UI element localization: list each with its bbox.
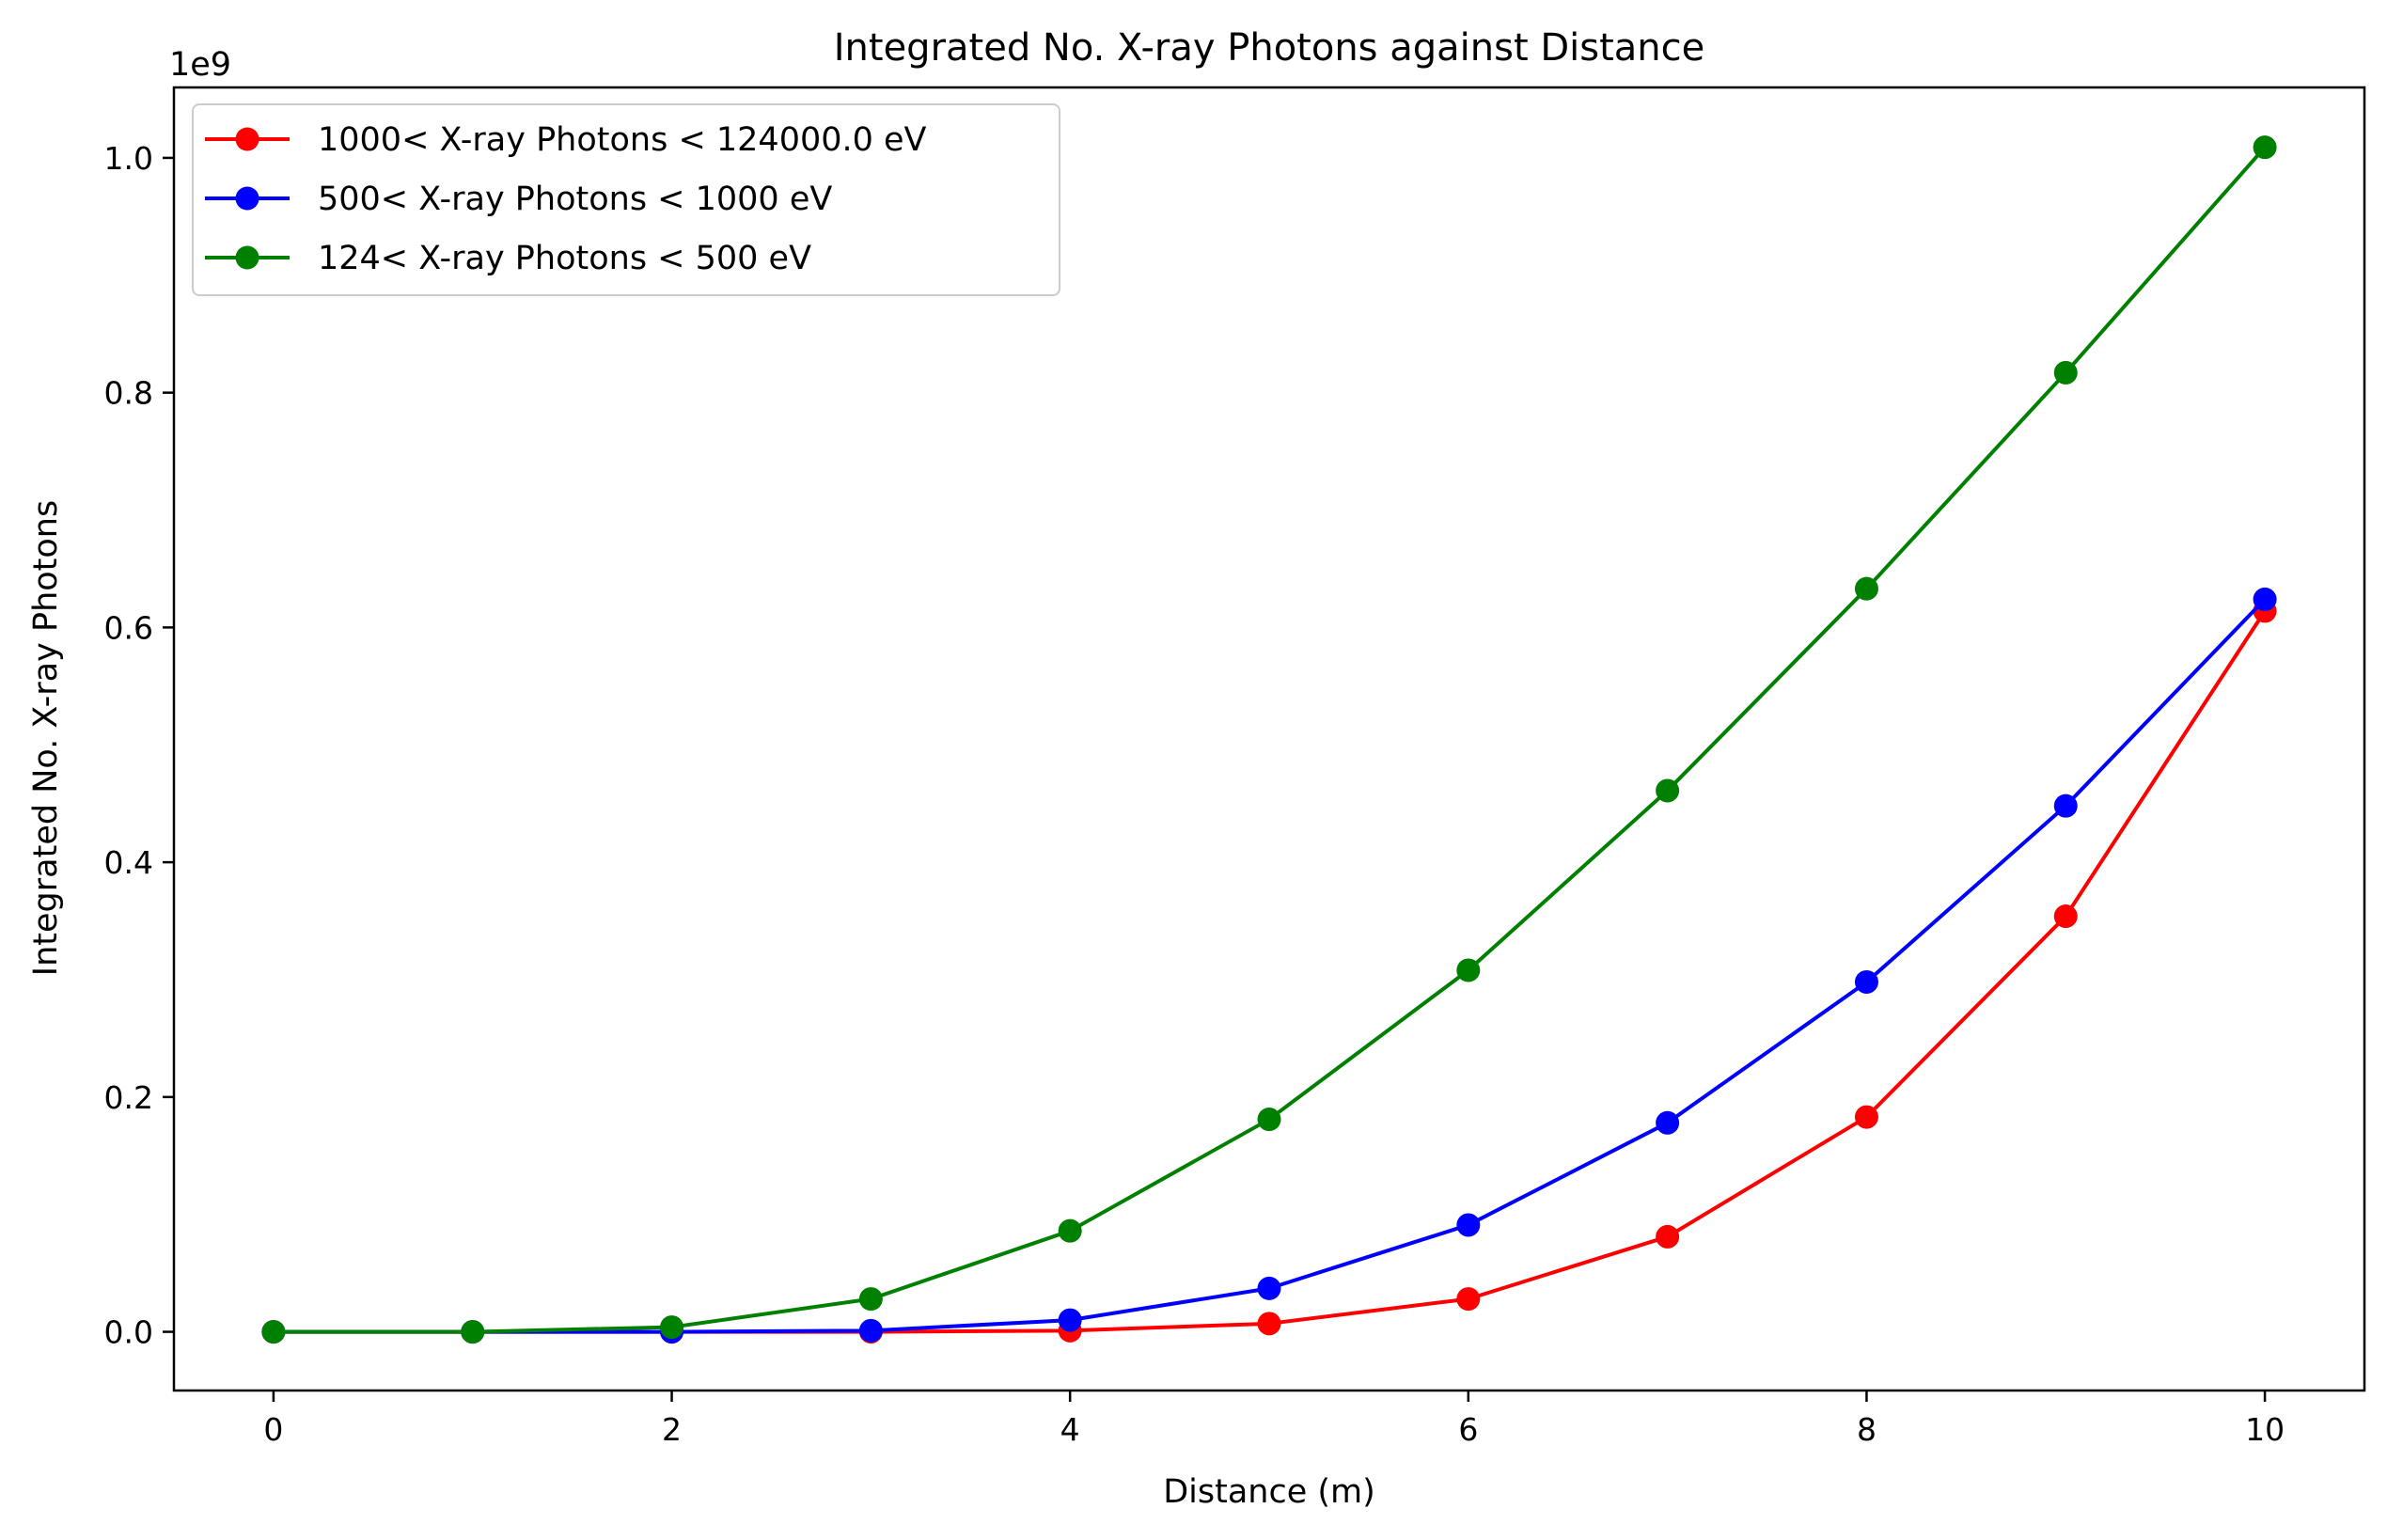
y-tick-label: 0.6 — [104, 609, 153, 646]
y-tick-label: 0.2 — [104, 1079, 153, 1116]
legend-marker — [235, 127, 259, 151]
data-point — [1656, 1110, 1680, 1135]
y-tick-label: 0.8 — [104, 375, 153, 412]
legend-marker — [235, 245, 259, 270]
data-point — [1656, 778, 1680, 803]
data-point — [2053, 904, 2078, 929]
data-point — [1257, 1312, 1281, 1336]
data-point — [1854, 969, 1878, 994]
legend-frame — [192, 103, 1060, 296]
data-point — [858, 1318, 883, 1343]
chart-title: Integrated No. X-ray Photons against Dis… — [834, 26, 1705, 70]
legend-label: 1000< X-ray Photons < 124000.0 eV — [318, 121, 927, 159]
x-axis-label: Distance (m) — [1163, 1473, 1375, 1511]
legend-entry: 500< X-ray Photons < 1000 eV — [205, 181, 832, 218]
y-tick-label: 0.4 — [104, 844, 153, 881]
y-tick-label: 0.0 — [104, 1314, 153, 1351]
plot-area-frame — [172, 86, 2366, 1392]
data-point — [2253, 135, 2277, 160]
y-offset-label: 1e9 — [169, 46, 231, 84]
data-point — [1854, 1105, 1878, 1129]
series-layer — [261, 135, 2277, 1344]
data-point — [2053, 794, 2078, 818]
data-point — [2053, 360, 2078, 385]
legend: 1000< X-ray Photons < 124000.0 eV 500< X-… — [192, 103, 1060, 296]
data-point — [461, 1320, 485, 1344]
data-point — [261, 1320, 286, 1344]
x-tick-label: 4 — [1060, 1411, 1080, 1448]
data-point — [1456, 1213, 1481, 1237]
x-tick-label: 6 — [1458, 1411, 1478, 1448]
data-point — [660, 1315, 684, 1340]
data-point — [1456, 1287, 1481, 1312]
legend-entry: 124< X-ray Photons < 500 eV — [205, 240, 811, 277]
y-axis-label: Integrated No. X-ray Photons — [27, 500, 65, 976]
x-tick-label: 10 — [2245, 1411, 2285, 1448]
legend-label: 500< X-ray Photons < 1000 eV — [318, 181, 832, 218]
data-point — [1656, 1224, 1680, 1249]
data-point — [1257, 1108, 1281, 1132]
data-point — [1456, 958, 1481, 982]
legend-entry: 1000< X-ray Photons < 124000.0 eV — [205, 121, 927, 159]
y-axis-ticks: 0.0 0.2 0.4 0.6 0.8 1.0 — [104, 140, 174, 1351]
data-point — [2253, 587, 2277, 611]
x-tick-label: 2 — [662, 1411, 682, 1448]
legend-marker — [235, 186, 259, 211]
data-point — [1058, 1308, 1082, 1332]
data-point — [1058, 1218, 1082, 1243]
x-axis-ticks: 0 2 4 6 8 10 — [263, 1391, 2285, 1448]
series-3 — [261, 135, 2277, 1344]
legend-label: 124< X-ray Photons < 500 eV — [318, 240, 811, 277]
x-tick-label: 8 — [1857, 1411, 1877, 1448]
data-point — [1854, 576, 1878, 601]
x-tick-label: 0 — [263, 1411, 283, 1448]
data-point — [858, 1287, 883, 1312]
data-point — [1257, 1276, 1281, 1300]
y-tick-label: 1.0 — [104, 140, 153, 177]
